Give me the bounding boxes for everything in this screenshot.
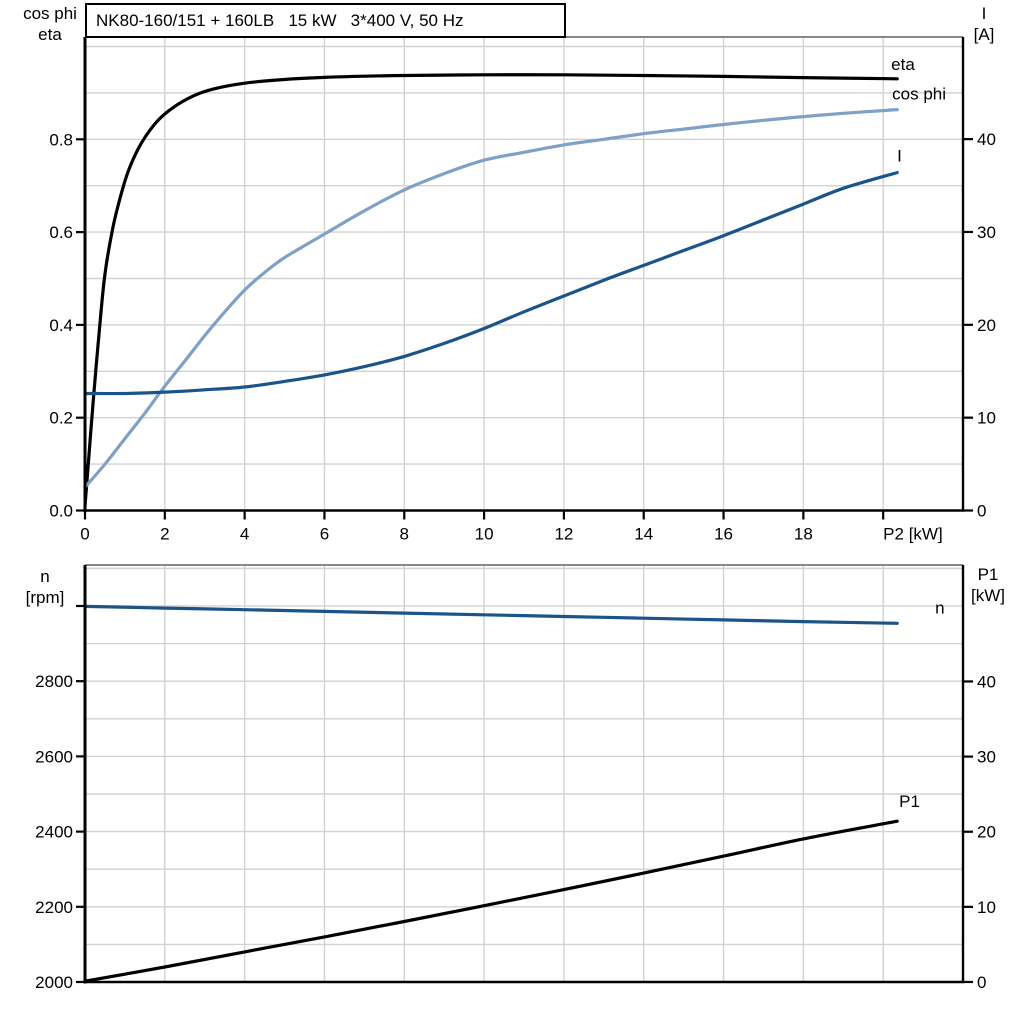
- x-tick-label: 14: [634, 525, 653, 544]
- cos-phi-curve-label: cos phi: [892, 85, 946, 104]
- n-curve: [83, 604, 899, 625]
- x-axis-title: P2 [kW]: [883, 525, 943, 544]
- left-tick-label: 2200: [35, 898, 73, 917]
- chart-title-text: NK80-160/151 + 160LB 15 kW 3*400 V, 50 H…: [96, 10, 464, 30]
- speed-power-curves-group: n P1 2000 2200 2400 2600 2800 0 10 20 30 40: [35, 564, 996, 992]
- axis-unit-current: I [A]: [950, 3, 1018, 45]
- left-tick-label: 0.8: [49, 130, 73, 149]
- x-tick-label: 0: [80, 525, 89, 544]
- left-tick-label: 0.2: [49, 409, 73, 428]
- x-tick-label: 2: [160, 525, 169, 544]
- eta-curve: [83, 73, 899, 508]
- left-tick-label: 0.0: [49, 502, 73, 521]
- left-tick-label: 0.6: [49, 223, 73, 242]
- left-tick-label: 0.4: [49, 316, 73, 335]
- n-curve-label: n: [935, 598, 944, 617]
- left-tick-label: 2800: [35, 672, 73, 691]
- left-tick-label: 2000: [35, 973, 73, 992]
- right-tick-label: 0: [977, 502, 986, 521]
- left-tick-label: 2400: [35, 823, 73, 842]
- x-tick-label: 10: [475, 525, 494, 544]
- left-tick-label: 2600: [35, 747, 73, 766]
- right-tick-label: 40: [977, 130, 996, 149]
- right-tick-label: 0: [977, 973, 986, 992]
- right-tick-label: 30: [977, 748, 996, 767]
- right-tick-label: 10: [977, 898, 996, 917]
- axis-unit-p1: P1 [kW]: [954, 564, 1022, 606]
- axis-unit-line: [A]: [973, 25, 995, 44]
- x-tick-label: 12: [554, 525, 573, 544]
- axis-unit-line: [kW]: [971, 586, 1005, 605]
- eta-curve-label: eta: [891, 55, 915, 74]
- axis-unit-line: cos phi: [23, 4, 77, 23]
- axis-unit-rpm: n [rpm]: [2, 566, 88, 608]
- x-tick-label: 16: [714, 525, 733, 544]
- x-tick-label: 6: [320, 525, 329, 544]
- x-tick-label: 8: [400, 525, 409, 544]
- right-tick-label: 10: [977, 409, 996, 428]
- electrical-curves-group: eta cos phi I 0.0 0.2 0.4 0.6 0.8 0 10 20 30 40 0 2 4 6 8…: [49, 36, 996, 544]
- x-tick-label: 18: [794, 525, 813, 544]
- right-tick-label: 20: [977, 316, 996, 335]
- axis-unit-line: eta: [38, 25, 62, 44]
- cos-phi-curve: [83, 108, 899, 489]
- chart-title-box: NK80-160/151 + 160LB 15 kW 3*400 V, 50 H…: [85, 3, 566, 38]
- x-tick-label: 4: [240, 525, 249, 544]
- right-tick-label: 20: [977, 823, 996, 842]
- axis-unit-line: I: [981, 4, 987, 23]
- axis-unit-line: P1: [977, 565, 999, 584]
- P1-curve: [83, 819, 899, 983]
- axis-unit-cosphi-eta: cos phi eta: [5, 3, 95, 45]
- right-tick-label: 30: [977, 223, 996, 242]
- P1-curve-label: P1: [899, 792, 920, 811]
- I-curve-label: I: [897, 147, 902, 166]
- axis-unit-line: [rpm]: [25, 588, 65, 607]
- axis-unit-line: n: [40, 567, 50, 586]
- I-curve: [83, 171, 899, 396]
- right-tick-label: 40: [977, 672, 996, 691]
